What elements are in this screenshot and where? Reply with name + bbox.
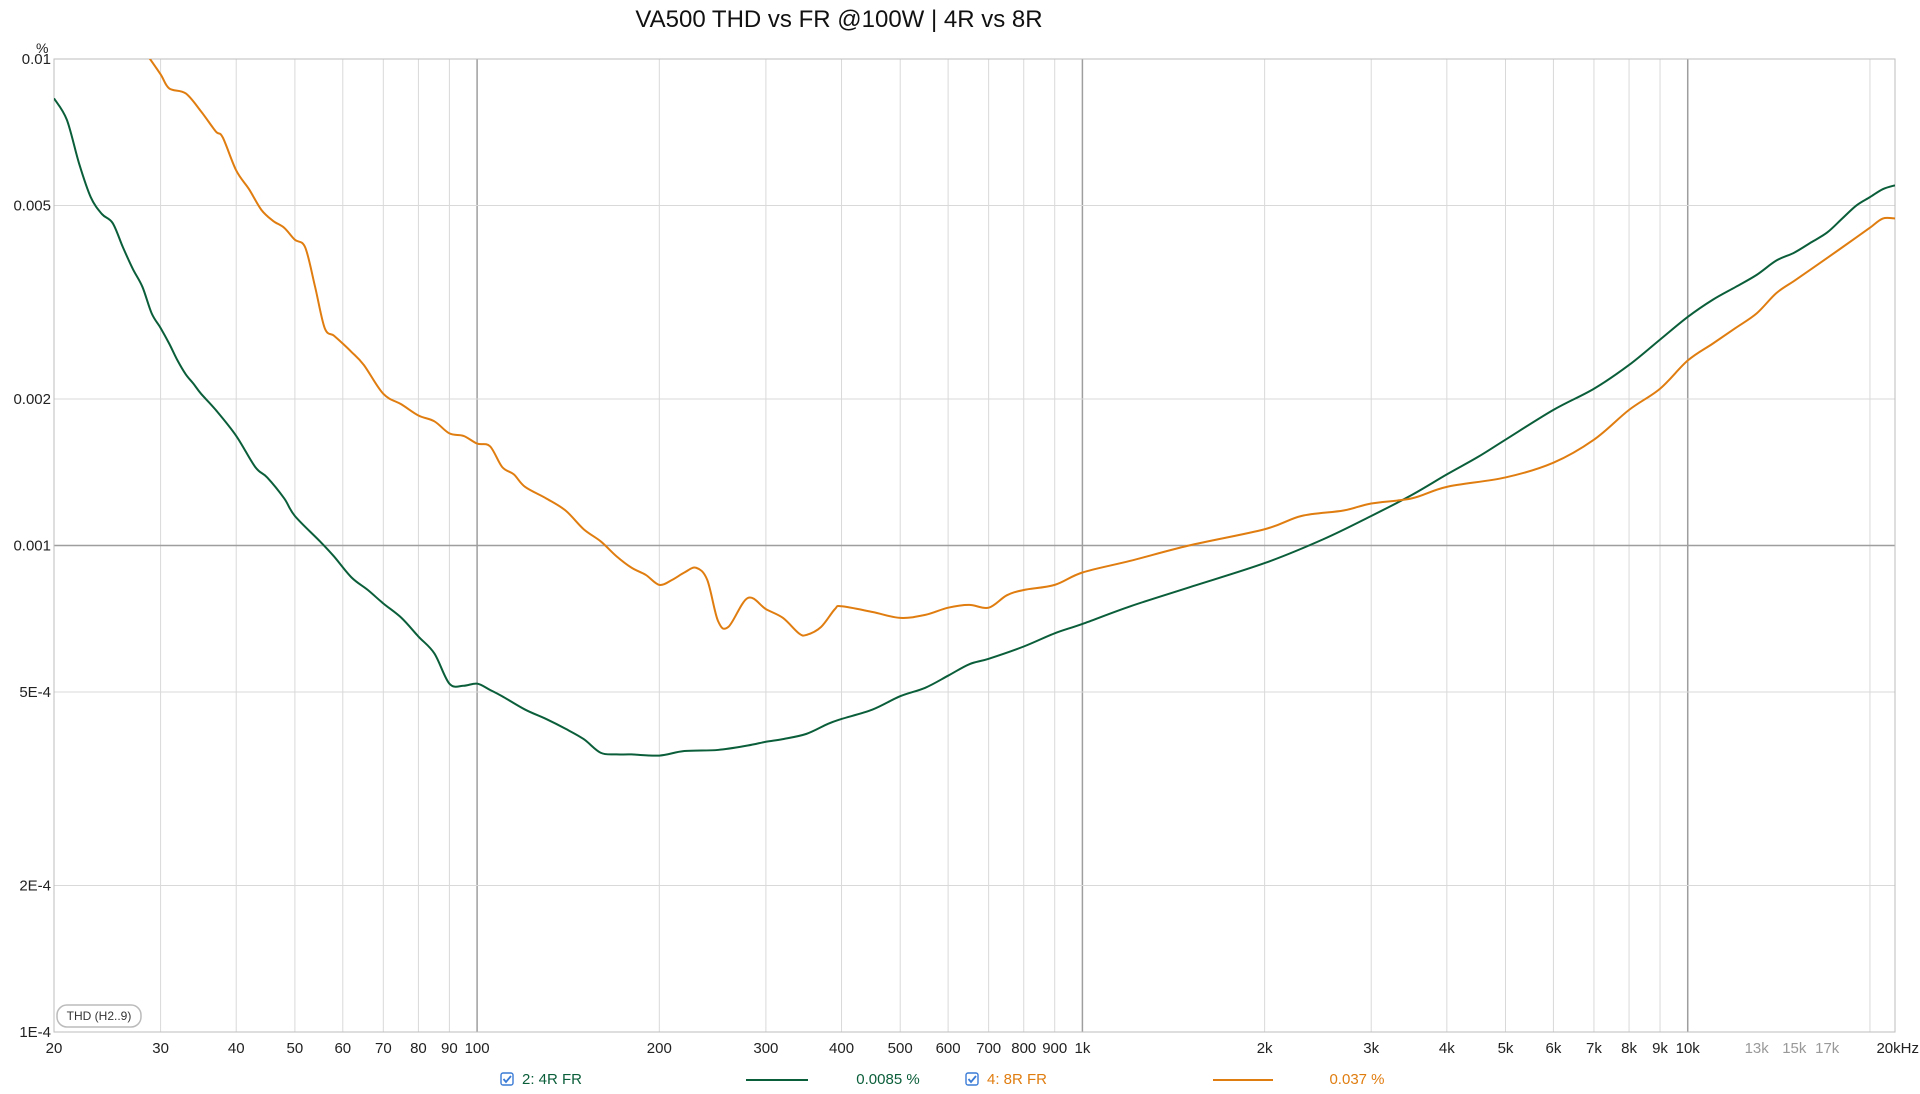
x-tick-label: 9k [1652,1040,1668,1057]
y-axis-ticks: 0.01 0.005 0.002 0.001 5E-4 2E-4 1E-4 [13,51,51,1041]
x-tick-label: 20kHz [1876,1040,1919,1057]
x-tick-label: 300 [753,1040,778,1057]
legend-item-8r: 4: 8R FR 0.037 % [965,1071,1385,1088]
y-tick-label: 0.005 [13,197,51,214]
legend-label: 4: 8R FR [987,1071,1047,1088]
legend-readout: 0.0085 % [856,1071,919,1088]
x-tick-label: 2k [1257,1040,1273,1057]
grid [53,58,1895,1033]
x-tick-label: 100 [465,1040,490,1057]
x-tick-label: 90 [441,1040,458,1057]
x-tick-label: 3k [1363,1040,1379,1057]
y-tick-label: 0.001 [13,538,51,555]
series-checkbox[interactable] [500,1072,514,1086]
x-tick-label: 50 [287,1040,304,1057]
x-tick-label: 5k [1498,1040,1514,1057]
legend: 2: 4R FR 0.0085 % 4: 8R FR 0.037 % [500,1071,1385,1088]
badge-frame [56,1004,142,1028]
x-tick-label: 60 [334,1040,351,1057]
x-tick-label: 40 [228,1040,245,1057]
x-tick-label: 70 [375,1040,392,1057]
x-tick-label: 13k [1745,1040,1770,1057]
x-tick-label: 30 [152,1040,169,1057]
x-tick-label: 4k [1439,1040,1455,1057]
x-tick-label: 20 [46,1040,63,1057]
y-tick-label: 0.002 [13,391,51,408]
legend-label: 2: 4R FR [522,1071,582,1088]
y-unit-label: % [36,40,48,56]
x-tick-label: 8k [1621,1040,1637,1057]
x-tick-label: 80 [410,1040,427,1057]
series-checkbox[interactable] [965,1072,979,1086]
series-group [54,59,1895,757]
chart-title: VA500 THD vs FR @100W | 4R vs 8R [635,6,1042,33]
x-tick-label: 900 [1042,1040,1067,1057]
legend-item-4r: 2: 4R FR 0.0085 % [500,1071,920,1088]
x-tick-label: 17k [1815,1040,1840,1057]
legend-readout: 0.037 % [1329,1071,1384,1088]
x-tick-label: 500 [888,1040,913,1057]
x-tick-label: 700 [976,1040,1001,1057]
x-tick-label: 400 [829,1040,854,1057]
y-tick-label: 2E-4 [19,878,51,895]
x-tick-label: 15k [1782,1040,1807,1057]
measurement-badge[interactable]: THD (H2..9) [56,1004,142,1028]
x-tick-label: 10k [1676,1040,1701,1057]
badge-label: THD (H2..9) [67,1009,132,1023]
series-line-4r [54,97,1895,757]
x-tick-label: 6k [1546,1040,1562,1057]
x-tick-label: 7k [1586,1040,1602,1057]
plot-frame [53,58,1896,1033]
x-tick-label: 600 [936,1040,961,1057]
y-tick-label: 0.01 [22,51,51,68]
series-line-8r [148,59,1895,637]
x-tick-label: 800 [1011,1040,1036,1057]
x-tick-label: 1k [1074,1040,1090,1057]
x-axis-ticks: 20 30 40 50 60 70 80 90 100 200 300 400 500 600 700 800… [46,1040,1919,1057]
y-tick-label: 1E-4 [19,1024,51,1041]
y-tick-label: 5E-4 [19,684,51,701]
x-tick-label: 200 [647,1040,672,1057]
